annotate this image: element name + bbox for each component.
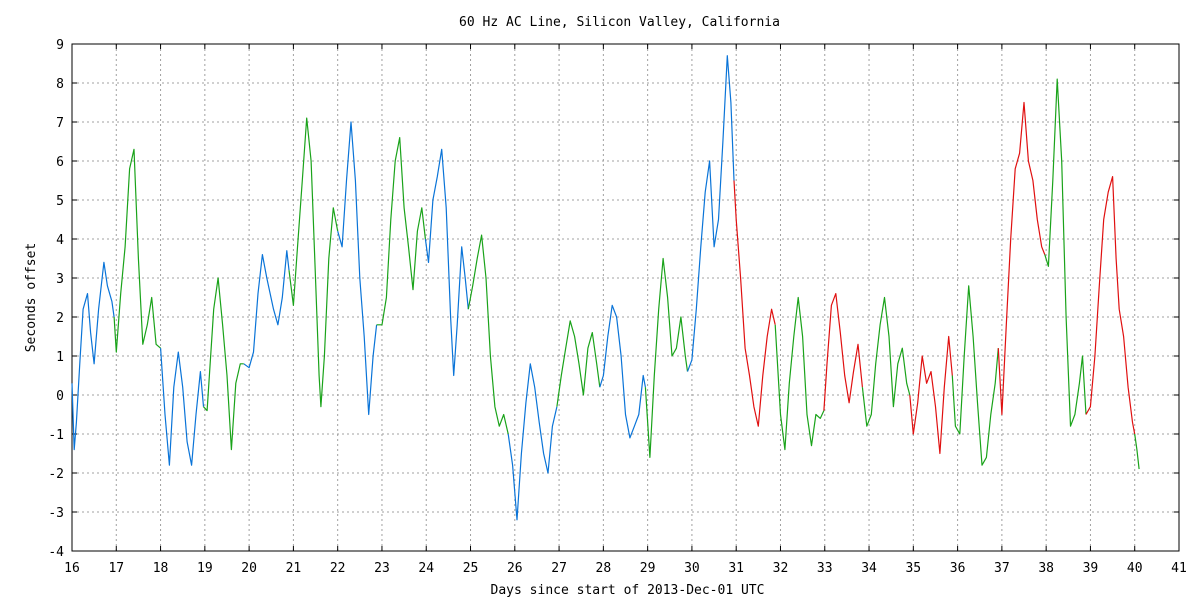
series-line [113,148,161,353]
x-tick-label: 24 [418,561,434,576]
x-tick-label: 35 [905,561,921,576]
series-line [644,257,689,458]
x-tick-label: 21 [286,561,302,576]
x-tick-label: 39 [1083,561,1099,576]
series-group [71,55,1140,521]
x-tick-label: 22 [330,561,346,576]
y-tick-label: -3 [48,506,64,521]
y-tick-label: 3 [56,272,64,287]
series-line [1085,176,1136,435]
y-axis-label: Seconds offset [24,243,39,353]
x-tick-label: 31 [728,561,744,576]
series-line [467,234,509,435]
series-line [556,320,601,407]
x-tick-label: 17 [108,561,124,576]
series-line [424,148,469,377]
y-tick-label: 1 [56,350,64,365]
x-tick-label: 18 [153,561,169,576]
x-tick-label: 37 [994,561,1010,576]
chart-title: 60 Hz AC Line, Silicon Valley, Californi… [459,15,780,30]
y-tick-label: 6 [56,155,64,170]
x-tick-label: 20 [241,561,257,576]
x-tick-label: 32 [773,561,789,576]
x-tick-label: 16 [64,561,80,576]
x-tick-label: 41 [1171,561,1187,576]
x-tick-label: 23 [374,561,390,576]
x-tick-label: 40 [1127,561,1143,576]
x-tick-label: 27 [551,561,567,576]
x-tick-label: 28 [596,561,612,576]
series-line [599,304,646,439]
series-line [1134,433,1140,470]
series-line [337,121,378,416]
series-line [203,277,244,451]
series-line [243,250,290,369]
x-tick-label: 26 [507,561,523,576]
x-tick-label: 19 [197,561,213,576]
x-tick-label: 33 [817,561,833,576]
series-line [823,293,863,411]
y-tick-label: -2 [48,467,64,482]
axis-ticks: 16 17 18 19 20 21 22 23 24 25 26 27 28 29 30 31 32 33 34 35… [48,38,1186,576]
x-tick-label: 34 [861,561,877,576]
series-line [861,296,911,427]
y-tick-label: -1 [48,428,64,443]
series-line [1044,78,1087,427]
y-tick-label: 5 [56,194,64,209]
series-line [997,101,1046,416]
y-tick-label: 2 [56,311,64,326]
series-line [288,117,339,408]
y-tick-label: 9 [56,38,64,53]
x-tick-label: 29 [640,561,656,576]
series-line [733,180,776,427]
series-line [909,335,953,455]
y-tick-label: -4 [48,545,64,560]
x-tick-label: 25 [463,561,479,576]
series-line [774,296,825,451]
y-tick-label: 0 [56,389,64,404]
x-tick-label: 36 [950,561,966,576]
plot-frame [71,43,1180,552]
y-tick-label: 7 [56,116,64,131]
y-tick-label: 4 [56,233,64,248]
grid [72,44,1179,551]
x-tick-label: 30 [684,561,700,576]
series-line [686,55,735,372]
x-axis-label: Days since start of 2013-Dec-01 UTC [491,583,765,598]
x-tick-label: 38 [1038,561,1054,576]
series-line [507,363,558,521]
series-line [951,285,999,466]
series-line [71,261,115,451]
series-line [160,348,205,466]
series-line [376,137,426,326]
y-tick-label: 8 [56,77,64,92]
